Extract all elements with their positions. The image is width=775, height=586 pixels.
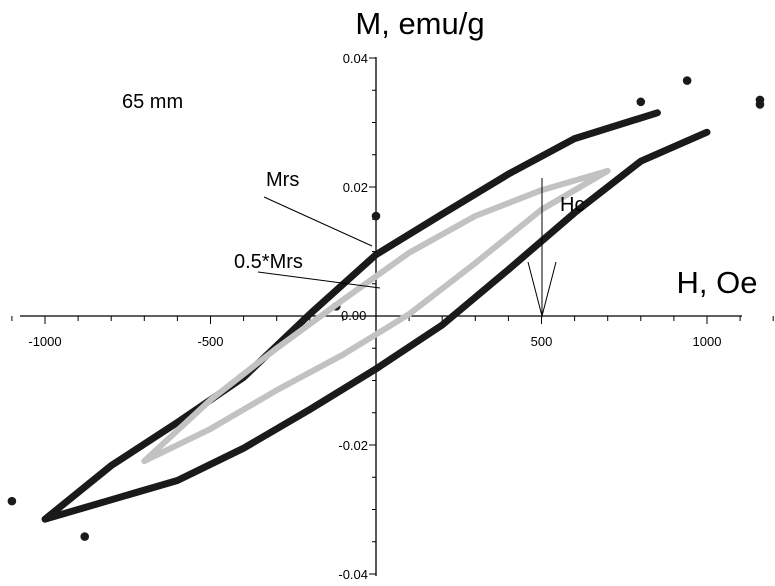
y-tick-label: 0.04 (343, 51, 368, 66)
x-tick-label: 1000 (693, 334, 722, 349)
series-layer (7, 76, 765, 541)
x-tick-label: -500 (197, 334, 223, 349)
origin-tick-label: 0.00 (341, 308, 366, 323)
x-tick-label: -1000 (28, 334, 61, 349)
y-tick-label: -0.02 (338, 438, 368, 453)
outer-loop-line (41, 109, 711, 523)
axis-tick-labels: -1500-1000-500500100015000.040.02-0.02-0… (28, 51, 722, 582)
x-tick-label: 500 (531, 334, 553, 349)
data-point (80, 532, 90, 541)
data-point (682, 76, 692, 85)
half-mrs-pointer (257, 271, 381, 289)
inner-loop-line (141, 167, 611, 465)
y-tick-label: -0.04 (338, 567, 368, 582)
y-axis-title: M, emu/g (355, 6, 484, 41)
data-point (371, 211, 381, 221)
data-point (636, 97, 646, 107)
x-axis-title: H, Oe (677, 265, 758, 300)
hc-arrow-head (527, 261, 557, 318)
sample-label: 65 mm (122, 91, 183, 113)
mrs-pointer (263, 196, 373, 247)
mrs-label: Mrs (266, 169, 299, 191)
half-mrs-label: 0.5*Mrs (234, 251, 303, 273)
y-tick-label: 0.02 (343, 180, 368, 195)
hc-label: Hc (560, 194, 584, 216)
data-point (755, 100, 765, 109)
data-point (7, 496, 17, 506)
